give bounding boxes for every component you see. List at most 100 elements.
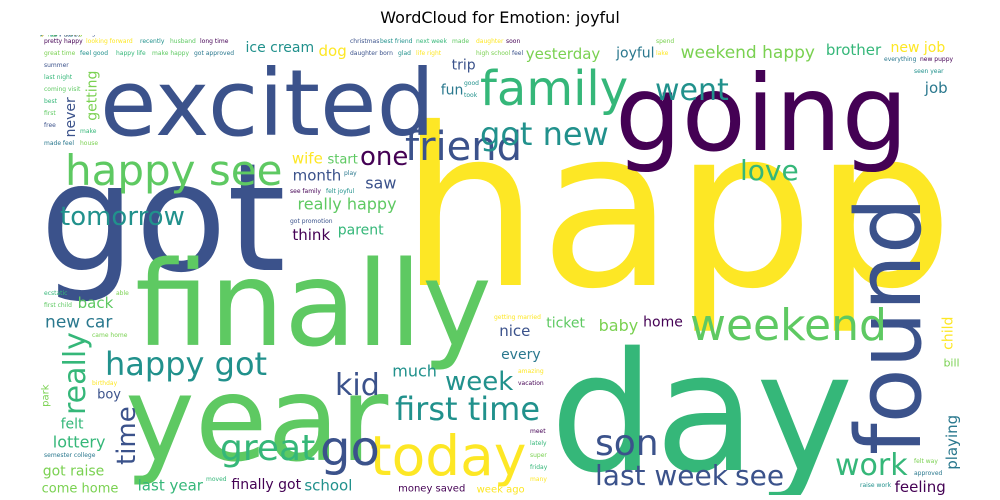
word-job: job (924, 79, 948, 97)
word-got-approved: got approved (194, 50, 234, 57)
word-leave-work: leave work (40, 35, 73, 37)
word-boy: boy (97, 387, 121, 402)
word-passed-class: passed class (40, 35, 78, 37)
word-wanted: wanted (40, 35, 62, 37)
word-getting: getting (85, 71, 101, 121)
word-went-casino: went casino (40, 35, 76, 37)
word-start: start (328, 153, 358, 168)
word-next-weekend: next weekend (40, 35, 82, 37)
word-soon: soon (506, 38, 520, 45)
word-see: see (735, 459, 784, 492)
word-couple-week: couple week (40, 35, 78, 37)
word-make-happy: make happy (152, 50, 189, 57)
word-ecstatic: ecstatic (44, 290, 67, 297)
word-yes-happy: yes happy (40, 35, 71, 37)
word-life-right: life right (416, 50, 442, 57)
word-next-week: next week (416, 38, 447, 45)
word-dog: dog (319, 42, 347, 60)
word-love: love (740, 154, 799, 187)
word-week: week (445, 367, 513, 397)
word-coming-visit: coming visit (44, 86, 81, 93)
word-awesome: awesome (40, 35, 69, 37)
word-super: super (530, 452, 547, 459)
word-really-happy: really happy (298, 195, 397, 214)
word-proposed-girlfriend: proposed girlfriend (40, 35, 97, 37)
word-go: go (320, 421, 380, 477)
word-happy-see: happy see (65, 146, 282, 195)
word-everything: everything (884, 56, 917, 63)
word-daughter: daughter (476, 38, 504, 45)
word-felt-way: felt way (914, 458, 938, 465)
word-christmas: christmas (350, 38, 379, 45)
word-first-child: first child (44, 302, 72, 309)
word-first: first (44, 110, 56, 117)
word-summer: summer (44, 62, 69, 69)
word-vacation: vacation (518, 380, 544, 387)
word-last-year: last year (138, 476, 204, 494)
word-felt: felt (61, 416, 84, 432)
word-weekend: weekend (690, 300, 887, 351)
word-amazing: amazing (518, 368, 544, 375)
word-last-semester: last semester (40, 35, 81, 37)
word-really: really (58, 332, 93, 415)
word-house: house (80, 140, 98, 147)
word-meet: meet (530, 428, 546, 435)
word-aunt-seen: aunt seen (40, 35, 70, 37)
word-always-happy: always happy (40, 35, 82, 37)
word-year: year (125, 350, 389, 488)
word-hard-work: hard work (40, 35, 71, 37)
word-wife-first: wife first (40, 35, 67, 37)
word-day: day (550, 317, 854, 495)
word-think: think (292, 226, 330, 244)
word-every: every (501, 347, 541, 363)
word-going-vacation: going vacation (40, 35, 85, 37)
word-go-home: go home (40, 35, 67, 37)
word-work: work (835, 448, 908, 483)
word-free: free (44, 122, 56, 129)
word-friend: friend (405, 124, 522, 170)
word-high-school: high school (476, 50, 511, 57)
word-much: much (392, 362, 437, 381)
word-happy-got: happy got (105, 345, 267, 383)
word-family-coming: family coming (40, 35, 83, 37)
word-looking-forward: looking forward (86, 38, 133, 45)
word-brother: brother (826, 41, 882, 59)
word-long-time: long time (200, 38, 229, 45)
word-come-home: come home (42, 482, 119, 495)
word-raise-work: raise work (860, 482, 892, 489)
word-two-daughter: two daughter (40, 35, 81, 37)
word-going: going (615, 53, 908, 175)
word-best: best (44, 98, 58, 105)
word-moved: moved (206, 476, 227, 483)
word-best-friend: best friend (380, 38, 413, 45)
word-great: great (220, 428, 315, 469)
word-baby: baby (599, 316, 639, 335)
word-friday: friday (530, 464, 548, 471)
word-last-week: last week (595, 459, 729, 492)
word-everyone: everyone (40, 35, 68, 37)
word-glad: glad (398, 50, 411, 57)
word-lottery: lottery (53, 433, 106, 452)
word-family: family (480, 61, 628, 117)
word-college: college (40, 35, 62, 37)
word-ticket: ticket (546, 315, 585, 331)
word-pretty-happy: pretty happy (44, 38, 83, 45)
word-back: back (78, 294, 114, 312)
word-saw: saw (365, 173, 396, 192)
word-ice-cream: ice cream (246, 40, 315, 56)
word-happy-life: happy life (116, 50, 146, 57)
word-make: make (80, 128, 97, 135)
word-excited: excited (100, 50, 435, 157)
word-dad-bought: dad bought (40, 35, 75, 37)
word-happy: happy (400, 81, 960, 337)
word-believe-happening: believe happening (40, 35, 96, 37)
word-felt-good: felt good (40, 35, 67, 37)
word-pretty-excited: pretty excited (40, 35, 82, 37)
word-going-well: going well (40, 35, 71, 37)
word-got-accepted: got accepted (40, 35, 80, 37)
word-finally-got: finally got (231, 477, 301, 493)
word-almost-answered: almost answered (40, 35, 91, 37)
word-playing: playing (943, 415, 960, 470)
word-got-married: got married (40, 35, 75, 37)
word-home: home (643, 315, 683, 331)
